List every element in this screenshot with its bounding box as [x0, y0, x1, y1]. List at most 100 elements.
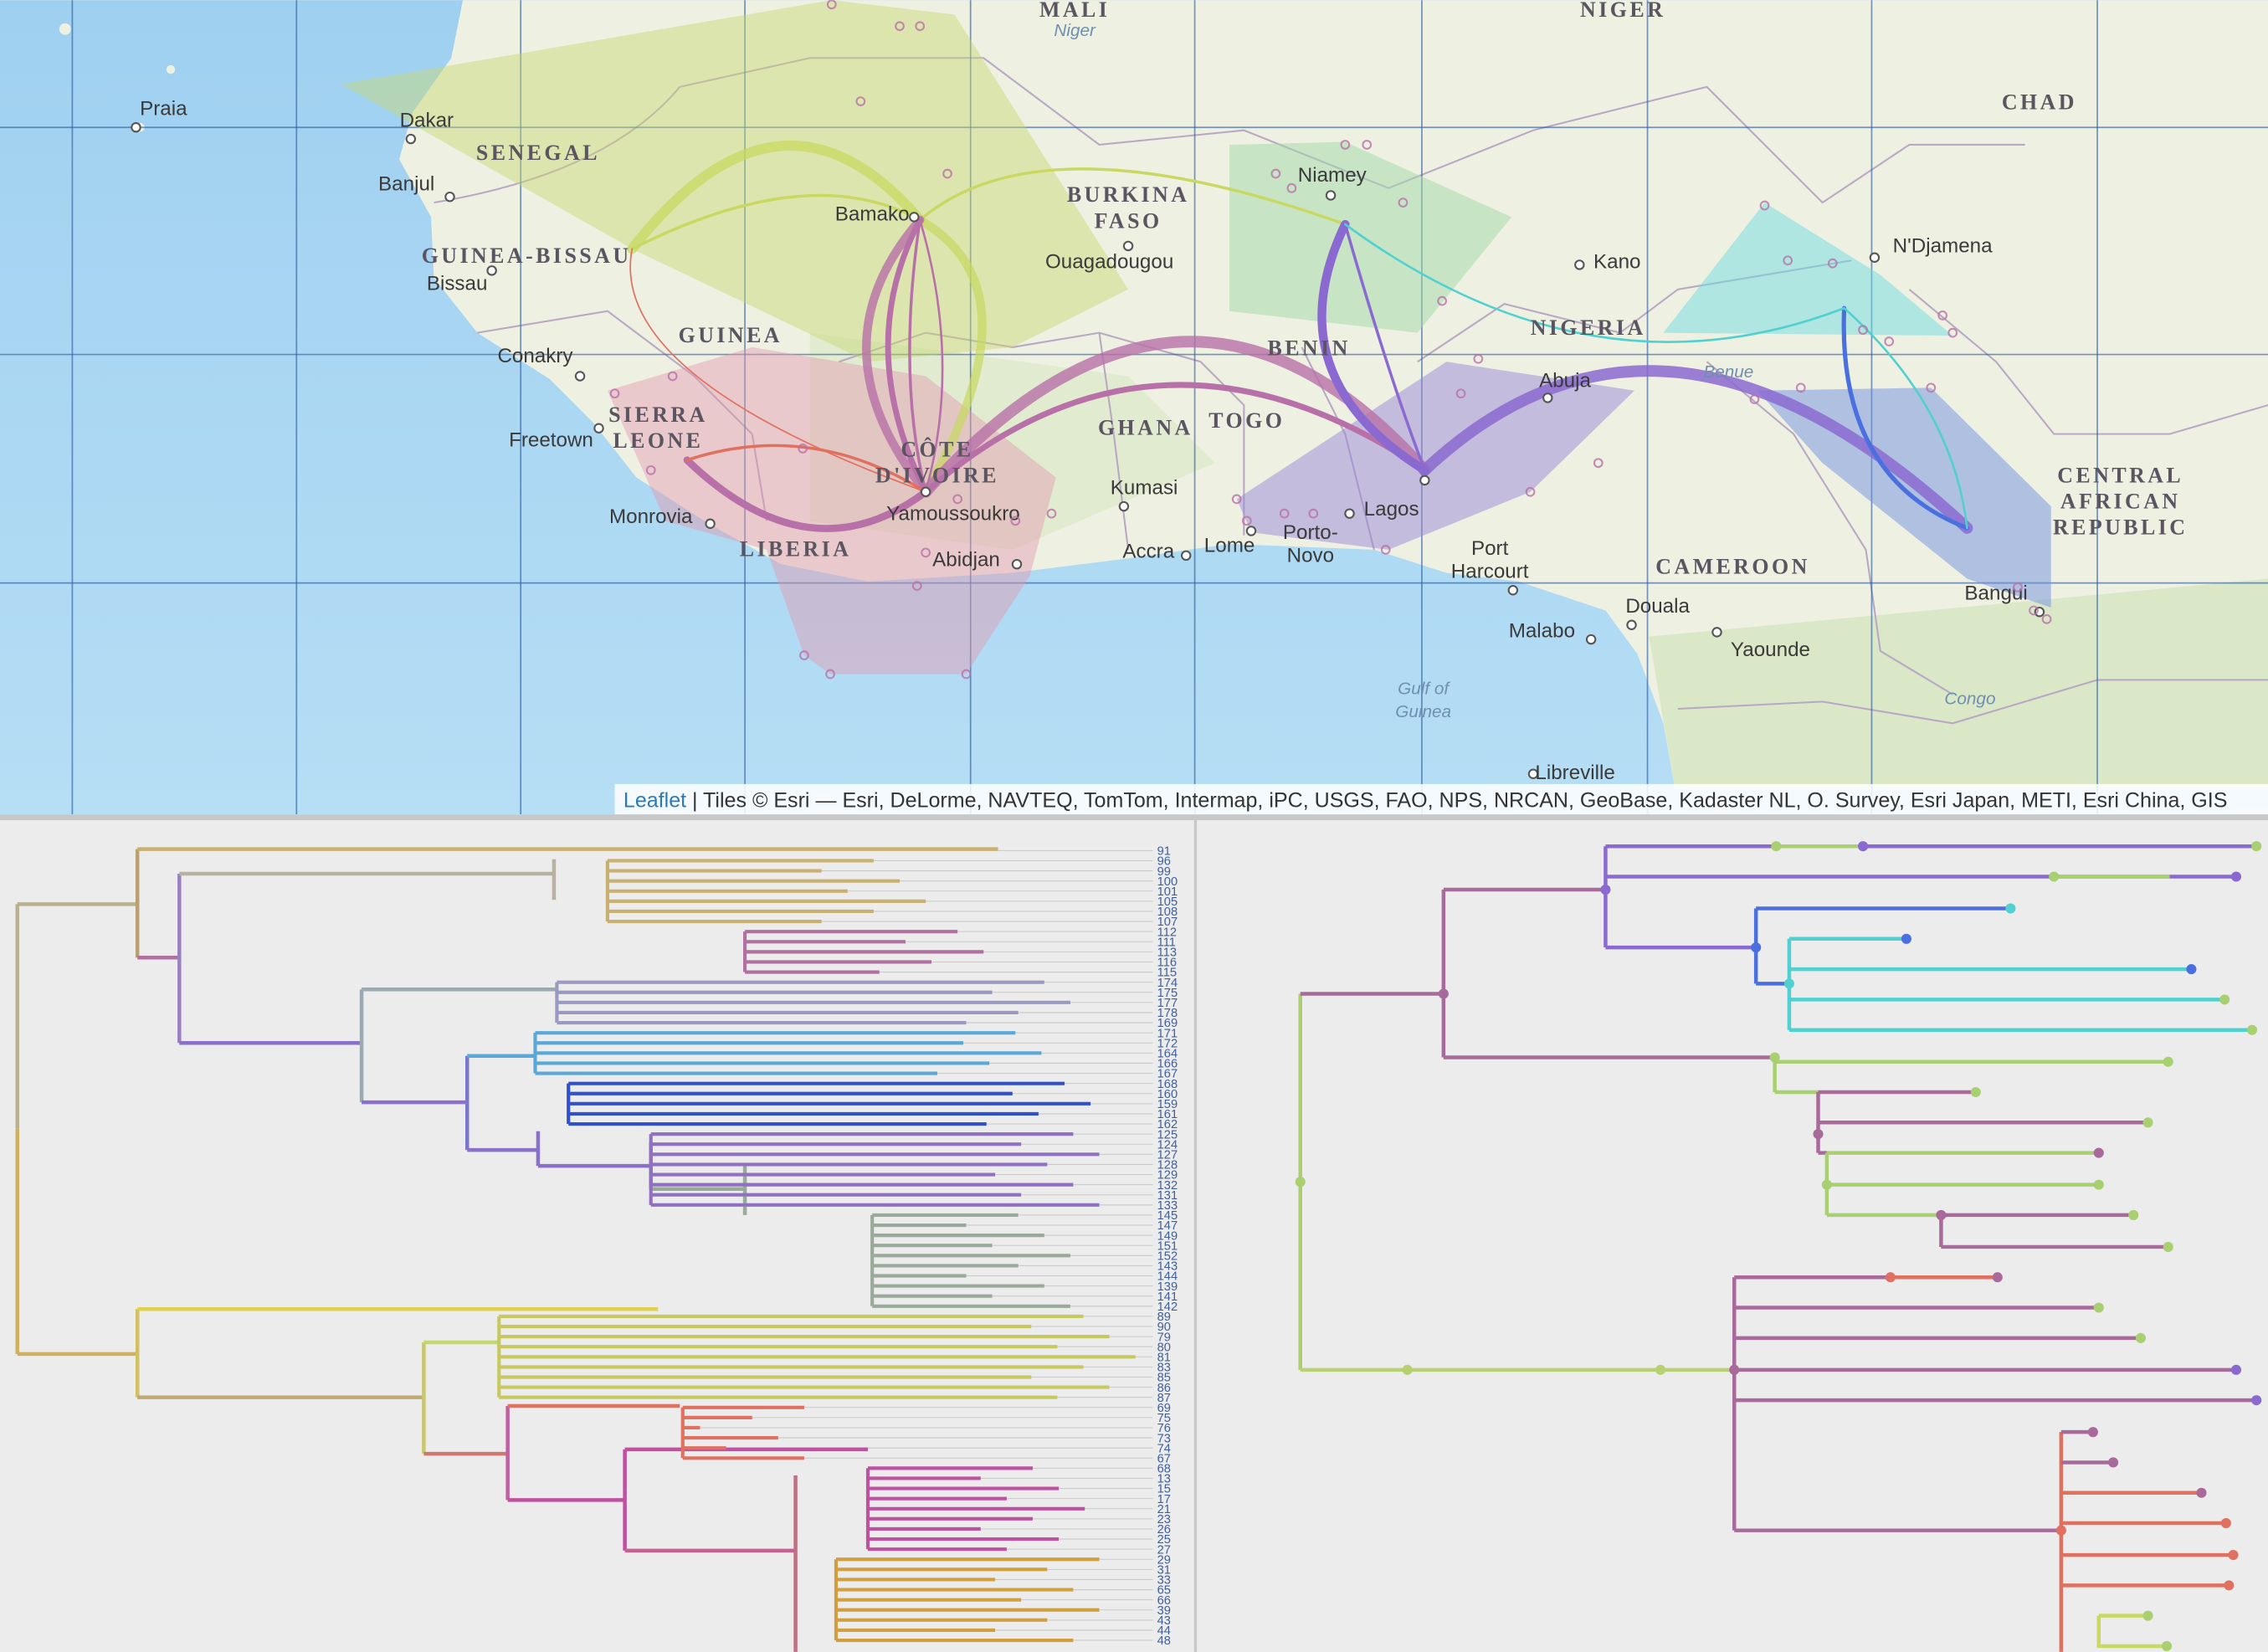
forest — [1649, 578, 2268, 789]
city-dot — [920, 486, 931, 497]
country-label-line: NIGER — [1580, 0, 1665, 22]
country-label-line: BURKINA — [1067, 182, 1190, 207]
places: MALI NIGER CHAD SENEGAL BURKINA FASO GUINEA-BI… — [131, 0, 2185, 784]
tip-label: 39 — [1157, 1604, 1171, 1618]
tip-label: 76 — [1157, 1422, 1171, 1435]
sample-dot — [1398, 198, 1409, 208]
water-label: Benue — [1703, 363, 1753, 382]
city-label: Yamoussoukro — [886, 503, 1020, 526]
country-label-line: NIGERIA — [1531, 316, 1646, 340]
water-label: Niger — [1054, 22, 1096, 41]
city-label-line: Port — [1471, 537, 1509, 560]
tip-label: 43 — [1157, 1614, 1171, 1628]
tip-label: 107 — [1157, 916, 1178, 929]
city-label-line: Yamoussoukro — [886, 503, 1020, 526]
city-label: Abidjan — [932, 549, 1000, 572]
tip-label: 169 — [1157, 1017, 1178, 1030]
city-label: Lome — [1204, 535, 1255, 557]
tip-label: 147 — [1157, 1219, 1178, 1233]
city-dot — [1118, 500, 1130, 512]
country-label-line: CÔTE — [901, 437, 973, 461]
city-label: Ouagadougou — [1045, 251, 1173, 274]
country-label-line: GHANA — [1098, 415, 1193, 439]
city-label-line: Libreville — [1535, 762, 1614, 784]
water-label: Congo — [1944, 690, 1995, 709]
splitter[interactable] — [0, 814, 2268, 821]
city-label: Praia — [140, 98, 187, 121]
country-label-line: LEONE — [613, 428, 703, 453]
sample-dot — [1380, 545, 1391, 555]
sample-dot — [952, 494, 963, 505]
city-label-line: Bissau — [427, 273, 488, 295]
tip-label: 29 — [1157, 1553, 1171, 1567]
leaflet-link[interactable]: Leaflet — [623, 789, 686, 813]
city-label: Kumasi — [1111, 477, 1178, 500]
city-dot — [1574, 259, 1585, 270]
city-dot — [1626, 619, 1637, 630]
city-label: Bamako — [835, 203, 910, 226]
tip-label: 164 — [1157, 1048, 1178, 1061]
tip-label: 26 — [1157, 1523, 1171, 1537]
country-label-line: SIERRA — [608, 403, 708, 427]
tip-label: 145 — [1157, 1209, 1178, 1223]
tip-branches — [497, 859, 1136, 1643]
sample-dot — [915, 21, 926, 32]
city-label-line: Monrovia — [609, 505, 693, 528]
tip-label: 86 — [1157, 1382, 1171, 1395]
city-dot — [1711, 627, 1722, 638]
tip-label: 91 — [1157, 845, 1171, 859]
tip-label: 161 — [1157, 1108, 1178, 1121]
city-label: Niamey — [1298, 164, 1367, 187]
country-label-line: TOGO — [1208, 408, 1285, 433]
tip-label: 167 — [1157, 1068, 1178, 1081]
city-dot — [1419, 475, 1430, 486]
tip-label: 171 — [1157, 1027, 1178, 1040]
sample-dot — [1340, 140, 1351, 150]
tip-label: 31 — [1157, 1564, 1171, 1578]
sample-dot — [798, 444, 808, 454]
city-label-line: Yaounde — [1731, 639, 1810, 661]
tip-label: 15 — [1157, 1483, 1171, 1496]
sample-dot — [1858, 325, 1868, 336]
sample-dot — [1010, 516, 1021, 526]
city-label-line: Porto- — [1283, 521, 1338, 544]
country-label-line: BENIN — [1267, 336, 1350, 360]
city-label: Malabo — [1509, 620, 1575, 643]
left-tree[interactable]: 9196991001011051081071121111131161151741… — [15, 845, 1178, 1652]
city-dot — [486, 265, 497, 276]
country-label-line: CHAD — [2002, 90, 2077, 115]
tip-label: 177 — [1157, 997, 1178, 1010]
country-label: GUINEA-BISSAU — [422, 244, 632, 268]
city-label: N'Djamena — [1893, 235, 1993, 258]
sample-dot — [2041, 613, 2052, 624]
tip-label: 100 — [1157, 875, 1178, 889]
country-label-line: GUINEA — [679, 323, 783, 347]
tip-label: 81 — [1157, 1351, 1171, 1364]
tip-label: 132 — [1157, 1179, 1178, 1193]
sample-dot — [1947, 327, 1958, 338]
sample-dot — [1937, 310, 1948, 321]
city-label: Libreville — [1535, 762, 1614, 784]
country-label: MALI — [1039, 0, 1110, 22]
attribution: Leaflet | Tiles © Esri — Esri, DeLorme, N… — [623, 789, 2228, 813]
country-label-line: LIBERIA — [740, 537, 852, 562]
map[interactable]: MALI NIGER CHAD SENEGAL BURKINA FASO GUINEA-BI… — [0, 0, 2268, 815]
city-label: Dakar — [400, 110, 454, 132]
tip-label: 25 — [1157, 1533, 1171, 1547]
city-label-line: Conakry — [497, 345, 573, 367]
right-tree[interactable] — [1295, 841, 2262, 1652]
city-label-line: Lagos — [1364, 499, 1419, 521]
city-dot — [405, 133, 417, 145]
city-dot — [1527, 768, 1539, 780]
sample-dot — [825, 669, 835, 680]
city-label: Accra — [1122, 541, 1174, 563]
city-label: Yaounde — [1731, 639, 1810, 661]
water-label-line: Gulf of — [1398, 680, 1450, 699]
country-label-line: CENTRAL — [2057, 463, 2183, 487]
sample-dot — [799, 650, 809, 660]
city-label: Bissau — [427, 273, 488, 295]
sample-dot — [1759, 200, 1770, 211]
tip-label: 69 — [1157, 1402, 1171, 1415]
sample-dot — [1362, 140, 1373, 150]
